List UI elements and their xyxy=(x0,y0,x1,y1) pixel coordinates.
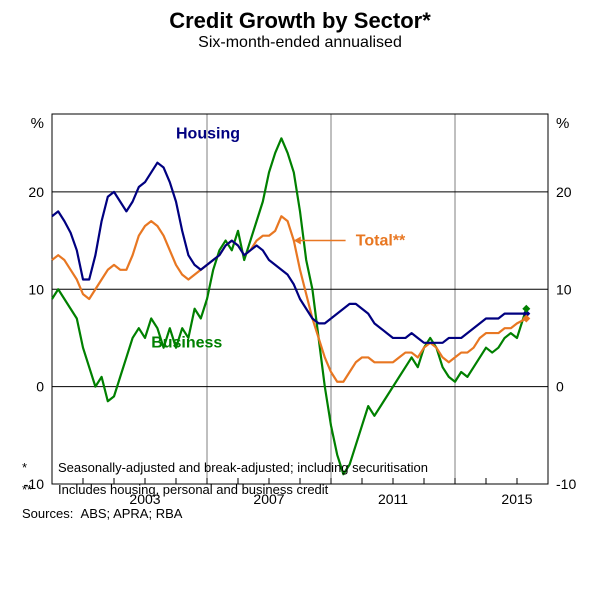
footnote-2: **Includes housing, personal and busines… xyxy=(22,482,328,497)
svg-text:Housing: Housing xyxy=(176,125,240,142)
svg-text:20: 20 xyxy=(556,184,572,200)
chart-container: Credit Growth by Sector* Six-month-ended… xyxy=(0,0,600,560)
sources: Sources: ABS; APRA; RBA xyxy=(22,506,182,521)
svg-text:2015: 2015 xyxy=(501,491,532,507)
svg-text:-10: -10 xyxy=(556,476,576,492)
footnote-1: *Seasonally-adjusted and break-adjusted;… xyxy=(22,460,428,475)
chart-title: Credit Growth by Sector* xyxy=(0,0,600,34)
svg-text:%: % xyxy=(556,115,569,132)
svg-text:0: 0 xyxy=(556,379,564,395)
svg-text:0: 0 xyxy=(36,379,44,395)
chart-subtitle: Six-month-ended annualised xyxy=(0,34,600,52)
svg-text:Business: Business xyxy=(151,335,222,352)
svg-text:10: 10 xyxy=(28,281,44,297)
svg-text:%: % xyxy=(31,115,44,132)
chart-plot: -10-100010102020%%2003200720112015Housin… xyxy=(0,52,600,612)
svg-text:20: 20 xyxy=(28,184,44,200)
svg-text:Total**: Total** xyxy=(356,232,406,249)
svg-text:2011: 2011 xyxy=(378,491,408,507)
svg-text:10: 10 xyxy=(556,281,572,297)
